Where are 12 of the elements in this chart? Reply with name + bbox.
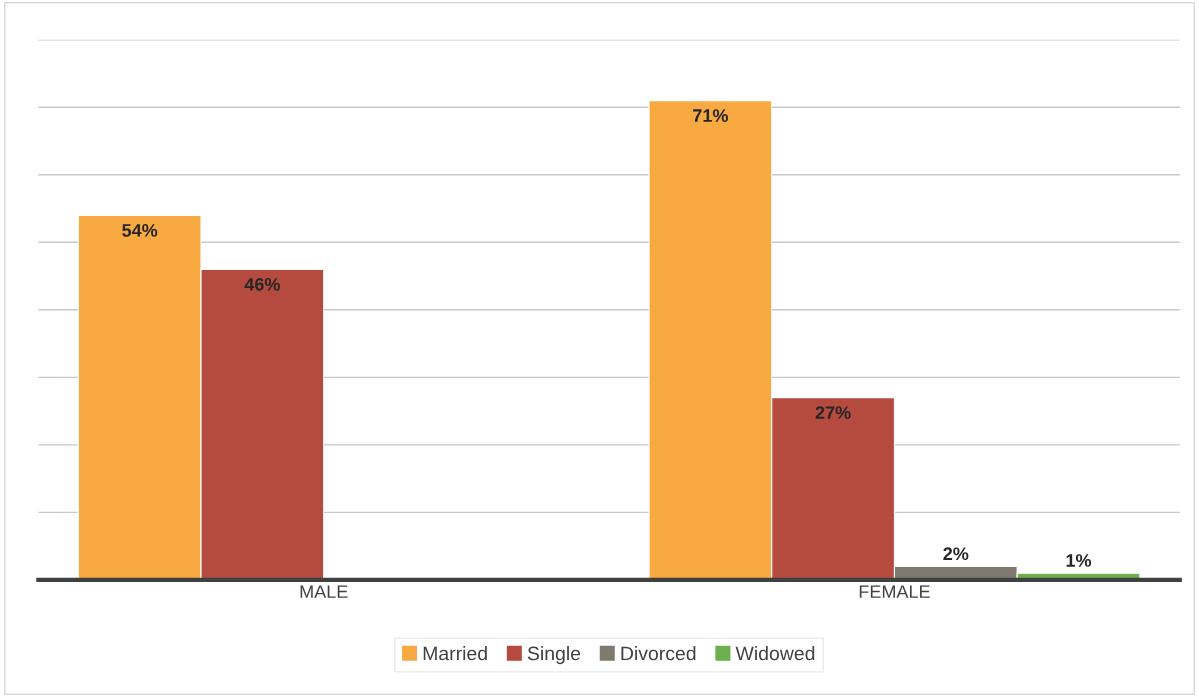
data-label: 46% — [244, 277, 280, 291]
legend-label: Widowed — [735, 646, 815, 661]
data-label: 2% — [943, 547, 969, 561]
legend-label: Divorced — [621, 646, 696, 661]
data-label: 54% — [122, 223, 158, 237]
data-label: 27% — [815, 406, 851, 419]
legend-label: Single — [527, 646, 581, 665]
x-tick-label: MALE — [300, 585, 348, 598]
legend-label: Married — [423, 646, 487, 661]
data-label: 1% — [1066, 554, 1092, 567]
x-tick-label: FEMALE — [859, 585, 930, 598]
data-label: 71% — [693, 109, 728, 122]
